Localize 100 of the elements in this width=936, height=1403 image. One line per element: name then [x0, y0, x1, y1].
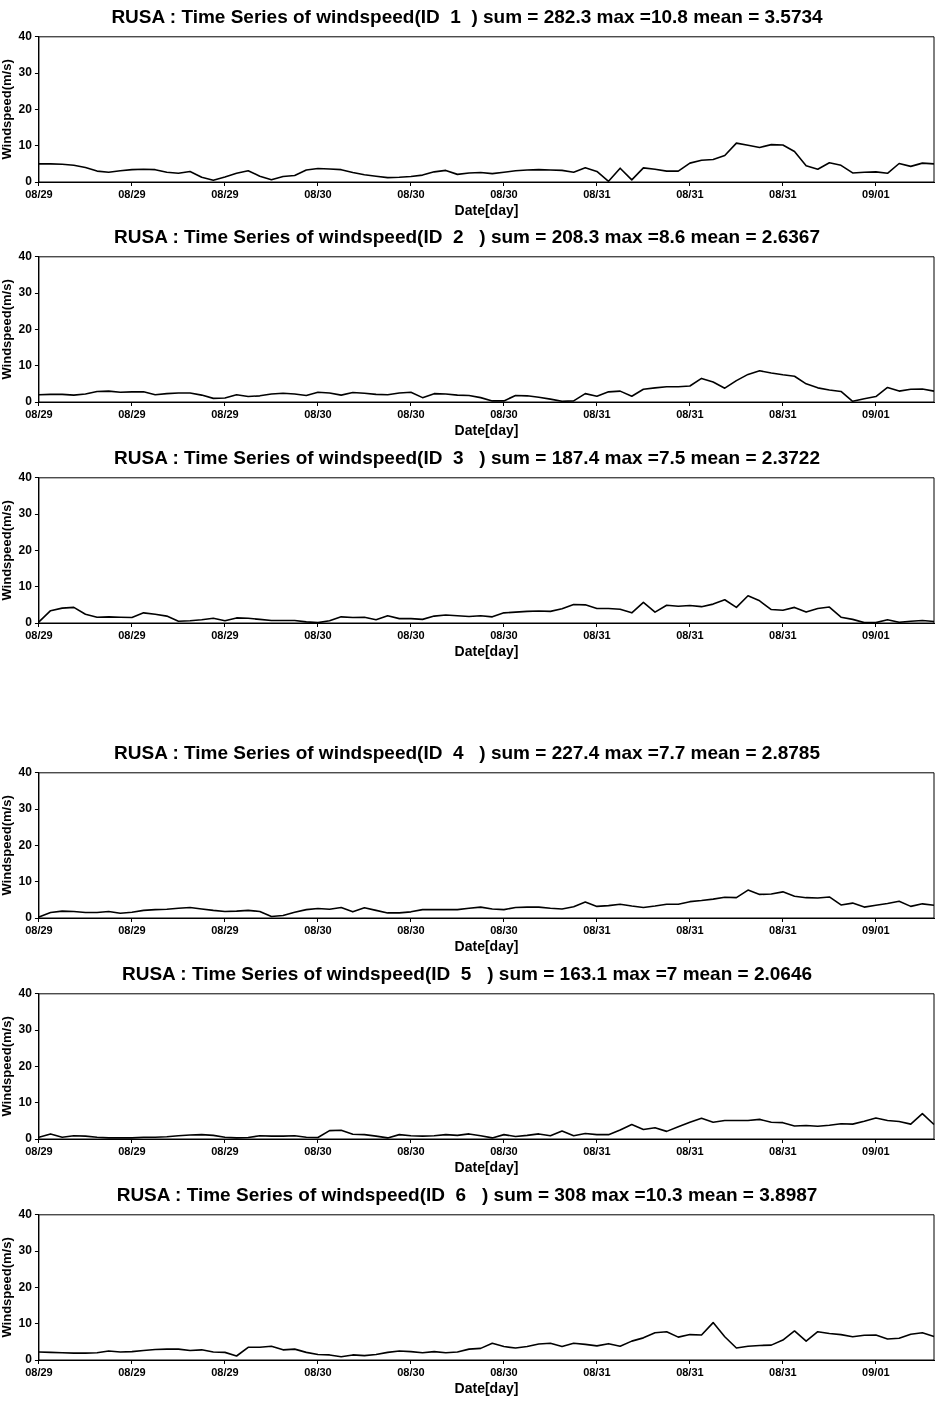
y-tick-label: 10	[18, 1095, 33, 1110]
y-tick-label: 40	[18, 249, 33, 264]
x-tick-label: 08/29	[25, 923, 53, 936]
chart-title: RUSA : Time Series of windspeed(ID 5 ) sum = 163.1 max =7 mean = 2.0646	[121, 962, 813, 984]
x-tick-label: 08/31	[769, 1144, 797, 1157]
x-tick-label: 08/29	[211, 1144, 239, 1157]
x-tick-label: 08/30	[397, 1144, 425, 1157]
x-tick-label: 08/30	[397, 923, 425, 936]
x-tick-label: 09/01	[862, 187, 890, 200]
x-tick-label: 08/29	[211, 407, 239, 420]
x-axis-title: Date[day]	[454, 643, 519, 660]
x-tick-label: 08/29	[118, 1365, 146, 1378]
x-tick-label: 08/31	[769, 1365, 797, 1378]
x-tick-label: 08/31	[676, 187, 704, 200]
x-tick-label: 08/31	[583, 1365, 611, 1378]
x-axis-title: Date[day]	[454, 202, 519, 219]
y-tick-label: 20	[18, 321, 33, 336]
x-tick-label: 08/29	[211, 187, 239, 200]
y-tick-label: 20	[18, 837, 33, 852]
x-tick-label: 08/29	[25, 628, 53, 641]
y-tick-label: 10	[18, 1316, 33, 1331]
x-tick-label: 08/30	[490, 187, 518, 200]
y-axis-title: Windspeed(m/s)	[0, 795, 15, 896]
y-tick-label: 0	[25, 1352, 33, 1367]
y-tick-label: 30	[18, 801, 33, 816]
x-axis-title: Date[day]	[454, 1159, 519, 1176]
chart-title: RUSA : Time Series of windspeed(ID 1 ) sum = 282.3 max =10.8 mean = 3.5734	[111, 5, 824, 27]
x-tick-label: 08/30	[397, 187, 425, 200]
y-tick-label: 30	[18, 1022, 33, 1037]
x-tick-label: 08/29	[25, 1365, 53, 1378]
x-tick-label: 08/29	[118, 407, 146, 420]
y-axis-title: Windspeed(m/s)	[0, 59, 15, 160]
x-tick-label: 08/31	[583, 628, 611, 641]
x-tick-label: 08/31	[583, 187, 611, 200]
y-axis-title: Windspeed(m/s)	[0, 279, 15, 380]
y-tick-label: 0	[25, 394, 33, 409]
x-tick-label: 08/29	[211, 628, 239, 641]
y-tick-label: 40	[18, 29, 33, 44]
x-tick-label: 08/29	[25, 1144, 53, 1157]
x-tick-label: 08/31	[769, 923, 797, 936]
x-tick-label: 08/31	[769, 407, 797, 420]
x-tick-label: 09/01	[862, 407, 890, 420]
x-tick-label: 08/31	[676, 1365, 704, 1378]
chart-title: RUSA : Time Series of windspeed(ID 2 ) sum = 208.3 max =8.6 mean = 2.6367	[114, 225, 820, 247]
chart-title: RUSA : Time Series of windspeed(ID 3 ) sum = 187.4 max =7.5 mean = 2.3722	[114, 446, 820, 468]
x-tick-label: 08/29	[118, 1144, 146, 1157]
x-axis-title: Date[day]	[454, 422, 519, 439]
x-tick-label: 09/01	[862, 628, 890, 641]
y-tick-label: 10	[18, 138, 33, 153]
x-tick-label: 08/30	[397, 1365, 425, 1378]
x-tick-label: 09/01	[862, 923, 890, 936]
x-tick-label: 08/29	[211, 923, 239, 936]
x-tick-label: 08/31	[676, 628, 704, 641]
x-tick-label: 08/30	[490, 1144, 518, 1157]
x-tick-label: 08/30	[490, 628, 518, 641]
y-axis-title: Windspeed(m/s)	[0, 500, 15, 601]
y-tick-label: 40	[18, 470, 33, 485]
y-tick-label: 0	[25, 1131, 33, 1146]
y-tick-label: 20	[18, 542, 33, 557]
y-tick-label: 0	[25, 174, 33, 189]
y-tick-label: 30	[18, 285, 33, 300]
y-tick-label: 20	[18, 1058, 33, 1073]
x-tick-label: 08/30	[490, 1365, 518, 1378]
chart-title: RUSA : Time Series of windspeed(ID 6 ) sum = 308 max =10.3 mean = 3.8987	[116, 1183, 818, 1205]
y-tick-label: 40	[18, 765, 33, 780]
x-axis-title: Date[day]	[454, 1380, 519, 1397]
x-tick-label: 08/30	[397, 407, 425, 420]
y-tick-label: 40	[18, 986, 33, 1001]
y-axis-title: Windspeed(m/s)	[0, 1237, 15, 1338]
x-tick-label: 08/31	[676, 407, 704, 420]
x-tick-label: 08/30	[304, 407, 332, 420]
x-tick-label: 08/29	[25, 407, 53, 420]
x-tick-label: 08/30	[304, 1144, 332, 1157]
x-tick-label: 08/30	[304, 187, 332, 200]
x-tick-label: 08/31	[676, 1144, 704, 1157]
x-tick-label: 08/31	[583, 1144, 611, 1157]
x-tick-label: 08/29	[118, 923, 146, 936]
x-tick-label: 08/31	[583, 407, 611, 420]
x-tick-label: 08/30	[304, 1365, 332, 1378]
x-tick-label: 08/30	[397, 628, 425, 641]
x-tick-label: 09/01	[862, 1144, 890, 1157]
y-tick-label: 0	[25, 910, 33, 925]
x-tick-label: 08/30	[304, 923, 332, 936]
x-tick-label: 08/31	[769, 187, 797, 200]
y-tick-label: 20	[18, 1279, 33, 1294]
y-tick-label: 40	[18, 1207, 33, 1222]
x-tick-label: 08/31	[583, 923, 611, 936]
x-tick-label: 08/29	[118, 628, 146, 641]
x-tick-label: 08/29	[211, 1365, 239, 1378]
x-tick-label: 08/29	[118, 187, 146, 200]
x-tick-label: 08/31	[769, 628, 797, 641]
x-axis-title: Date[day]	[454, 938, 519, 955]
y-tick-label: 0	[25, 615, 33, 630]
x-tick-label: 08/30	[304, 628, 332, 641]
x-tick-label: 09/01	[862, 1365, 890, 1378]
x-tick-label: 08/30	[490, 923, 518, 936]
y-axis-title: Windspeed(m/s)	[0, 1016, 15, 1117]
y-tick-label: 10	[18, 874, 33, 889]
y-tick-label: 20	[18, 101, 33, 116]
y-tick-label: 10	[18, 579, 33, 594]
